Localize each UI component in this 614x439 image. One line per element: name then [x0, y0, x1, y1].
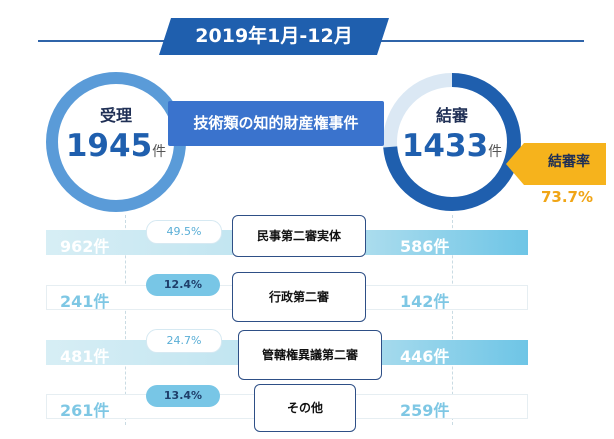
- concluded-value-group: 1433件: [378, 128, 526, 164]
- concluded-unit: 件: [488, 144, 502, 160]
- row-percent-badge: 49.5%: [146, 220, 222, 244]
- row-left-value: 241件: [60, 288, 160, 312]
- rate-value: 73.7%: [522, 188, 612, 206]
- rate-label: 結審率: [532, 151, 606, 171]
- row-category-box: その他: [254, 384, 356, 432]
- row-category-box: 管轄権異議第二審: [238, 330, 382, 380]
- received-value-group: 1945件: [46, 128, 186, 164]
- row-left-value: 261件: [60, 397, 160, 421]
- page-title: 2019年1月-12月: [165, 18, 383, 55]
- row-percent-badge: 13.4%: [146, 385, 220, 407]
- row-category-box: 行政第二審: [232, 272, 366, 322]
- received-label: 受理: [46, 102, 186, 126]
- row-percent-badge: 24.7%: [146, 329, 222, 353]
- row-percent-badge: 12.4%: [146, 274, 220, 296]
- row-right-value: 259件: [400, 397, 500, 421]
- received-unit: 件: [152, 144, 166, 160]
- row-category-box: 民事第二審実体: [232, 215, 366, 257]
- concluded-label: 結審: [378, 102, 526, 126]
- center-category-label: 技術類の知的財産権事件: [168, 101, 384, 146]
- row-right-value: 586件: [400, 233, 500, 257]
- row-left-value: 962件: [60, 233, 160, 257]
- row-right-value: 142件: [400, 288, 500, 312]
- concluded-value: 1433: [402, 128, 488, 164]
- row-right-value: 446件: [400, 343, 500, 367]
- row-left-value: 481件: [60, 343, 160, 367]
- received-value: 1945: [66, 128, 152, 164]
